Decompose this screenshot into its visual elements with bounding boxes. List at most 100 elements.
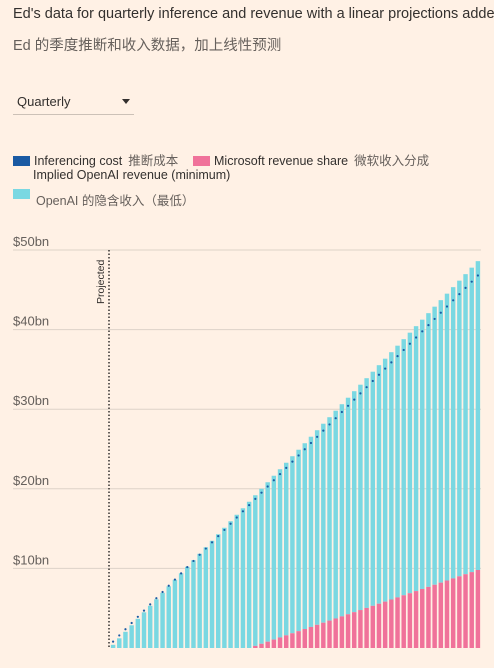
inferencing-cost-point	[439, 311, 442, 314]
inferencing-cost-point	[396, 355, 399, 358]
inferencing-cost-point	[223, 528, 226, 532]
bar-openai-revenue	[222, 527, 227, 648]
inferencing-cost-point	[241, 510, 245, 513]
inferencing-cost-point	[167, 584, 170, 587]
legend-swatch-openai-revenue	[13, 189, 30, 199]
inferencing-cost-point	[130, 621, 133, 625]
y-tick-label: $40bn	[13, 314, 49, 329]
bar-microsoft-share	[475, 569, 481, 648]
inferencing-cost-point	[458, 292, 461, 296]
inferencing-cost-point	[390, 361, 393, 364]
bars	[110, 261, 481, 648]
bar-microsoft-share	[438, 582, 444, 648]
bar-openai-revenue	[191, 560, 196, 648]
bar-openai-revenue	[382, 358, 388, 602]
inferencing-cost-point	[433, 317, 436, 321]
bar-openai-revenue	[401, 339, 406, 596]
inferencing-cost-point	[266, 485, 269, 488]
bar-openai-revenue	[172, 579, 178, 648]
legend-label-cn-microsoft-share: 微软收入分成	[354, 154, 430, 168]
bar-openai-revenue	[234, 514, 239, 648]
bar-openai-revenue	[395, 345, 400, 598]
bar-microsoft-share	[450, 578, 456, 648]
bar-microsoft-share	[407, 593, 413, 648]
bar-microsoft-share	[457, 576, 462, 648]
bar-microsoft-share	[290, 633, 295, 648]
bar-openai-revenue	[178, 573, 184, 648]
bar-openai-revenue	[296, 449, 301, 632]
bar-microsoft-share	[376, 603, 382, 648]
inferencing-cost-point	[408, 342, 411, 345]
inferencing-cost-point	[303, 448, 306, 451]
frequency-dropdown[interactable]: Quarterly	[13, 88, 134, 115]
bar-microsoft-share	[358, 610, 363, 648]
bar-openai-revenue	[265, 482, 270, 642]
bar-openai-revenue	[413, 326, 419, 592]
legend-label-cn-inferencing-cost: 推断成本	[128, 154, 179, 168]
bar-microsoft-share	[469, 572, 474, 648]
dropdown-selected-value: Quarterly	[17, 94, 71, 109]
inferencing-cost-point	[254, 497, 257, 500]
bar-openai-revenue	[215, 534, 221, 648]
bar-openai-revenue	[290, 456, 295, 634]
inferencing-cost-point	[402, 348, 405, 352]
bar-microsoft-share	[389, 599, 394, 648]
y-axis-tick-labels: $50bn $40bn $30bn $20bn $10bn	[13, 234, 49, 567]
bar-microsoft-share	[327, 620, 332, 648]
y-tick-label: $30bn	[13, 393, 49, 408]
chevron-down-icon	[122, 99, 130, 104]
bar-openai-revenue	[314, 430, 320, 625]
inferencing-cost-point	[142, 609, 146, 612]
bar-openai-revenue	[240, 508, 246, 648]
inferencing-cost-point	[260, 491, 263, 494]
bar-openai-revenue	[333, 410, 338, 619]
inferencing-cost-point	[334, 417, 337, 420]
bar-microsoft-share	[352, 612, 357, 648]
bar-microsoft-share	[265, 641, 270, 648]
inferencing-cost-point	[186, 566, 189, 569]
bar-openai-revenue	[438, 300, 444, 583]
inferencing-cost-point	[328, 423, 331, 426]
bar-openai-revenue	[376, 365, 382, 604]
inferencing-cost-point	[384, 367, 387, 370]
inferencing-cost-point	[445, 305, 449, 308]
legend-swatch-microsoft-share	[193, 156, 210, 166]
bar-microsoft-share	[253, 645, 258, 648]
bar-microsoft-share	[283, 635, 289, 648]
inferencing-cost-point	[322, 429, 325, 432]
bar-openai-revenue	[308, 436, 314, 627]
inferencing-cost-point	[248, 503, 251, 507]
inferencing-cost-point	[427, 324, 430, 327]
inferencing-cost-point	[291, 460, 294, 463]
bar-microsoft-share	[345, 614, 351, 648]
bar-openai-revenue	[302, 443, 308, 630]
inferencing-cost-dotted-line	[111, 274, 480, 643]
bar-microsoft-share	[401, 595, 406, 648]
bar-openai-revenue	[277, 469, 283, 638]
inferencing-cost-point	[359, 392, 362, 395]
bar-microsoft-share	[382, 601, 388, 648]
legend-label-cn-openai-revenue: OpenAI 的隐含收入（最低）	[36, 194, 195, 208]
bar-microsoft-share	[426, 586, 431, 648]
bar-microsoft-share	[271, 639, 277, 648]
bar-microsoft-share	[413, 591, 419, 648]
bar-microsoft-share	[277, 637, 283, 648]
chart-title: Ed's data for quarterly inference and re…	[13, 6, 494, 22]
bar-openai-revenue	[185, 566, 190, 648]
y-tick-label: $20bn	[13, 473, 49, 488]
inferencing-cost-point	[124, 628, 127, 631]
inferencing-cost-point	[192, 559, 195, 563]
bar-openai-revenue	[283, 462, 289, 636]
inferencing-cost-point	[309, 441, 313, 445]
bar-openai-revenue	[469, 267, 474, 573]
inferencing-cost-point	[476, 274, 480, 277]
bar-microsoft-share	[259, 643, 264, 648]
inferencing-cost-point	[377, 373, 381, 376]
bar-openai-revenue	[370, 371, 376, 606]
bar-openai-revenue	[160, 592, 165, 648]
bar-openai-revenue	[166, 586, 171, 648]
inferencing-cost-point	[229, 522, 232, 525]
inferencing-cost-point	[353, 398, 356, 401]
inferencing-cost-point	[149, 603, 152, 606]
bar-openai-revenue	[426, 313, 431, 587]
